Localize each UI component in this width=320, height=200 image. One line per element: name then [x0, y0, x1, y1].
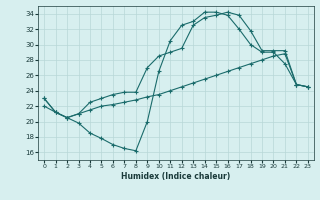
X-axis label: Humidex (Indice chaleur): Humidex (Indice chaleur)	[121, 172, 231, 181]
